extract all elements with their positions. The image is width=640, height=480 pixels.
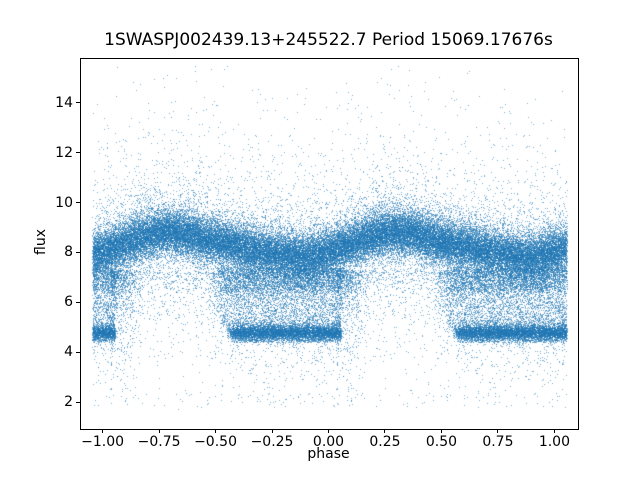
y-tick-label: 12 <box>55 144 73 161</box>
x-tick-mark <box>215 428 217 433</box>
x-tick-label: −0.75 <box>137 434 181 450</box>
y-tick-mark <box>76 401 80 403</box>
plot-title: 1SWASPJ002439.13+245522.7 Period 15069.1… <box>104 30 553 50</box>
x-tick-mark <box>440 428 442 433</box>
x-tick-label: 0.00 <box>312 434 345 450</box>
x-tick-mark <box>158 428 160 433</box>
y-tick-label: 10 <box>55 194 73 211</box>
x-tick-mark <box>497 428 499 433</box>
y-tick-mark <box>76 102 80 104</box>
y-tick-label: 2 <box>64 394 73 411</box>
x-tick-label: −1.00 <box>81 434 125 450</box>
scatter-canvas <box>81 58 578 429</box>
x-tick-label: −0.50 <box>194 434 237 450</box>
y-tick-label: 8 <box>64 244 73 261</box>
x-tick-mark <box>553 428 555 433</box>
x-tick-mark <box>271 428 273 433</box>
y-tick-mark <box>76 202 80 204</box>
y-tick-label: 14 <box>55 94 73 111</box>
y-axis-label: flux <box>33 229 49 255</box>
y-tick-mark <box>76 251 80 253</box>
x-tick-label: 0.25 <box>369 434 401 450</box>
plot-area <box>80 57 579 430</box>
x-tick-label: 1.00 <box>538 434 570 450</box>
y-tick-mark <box>76 152 80 154</box>
x-tick-label: −0.25 <box>250 434 294 450</box>
y-tick-mark <box>76 351 80 353</box>
x-tick-mark <box>328 428 329 433</box>
y-tick-label: 6 <box>64 294 73 311</box>
x-tick-mark <box>102 428 104 433</box>
y-tick-mark <box>76 301 80 303</box>
x-tick-mark <box>384 428 386 433</box>
x-tick-label: 0.50 <box>425 434 458 450</box>
x-tick-label: 0.75 <box>482 434 514 450</box>
y-tick-label: 4 <box>64 344 73 361</box>
x-axis-label: phase <box>307 446 350 462</box>
